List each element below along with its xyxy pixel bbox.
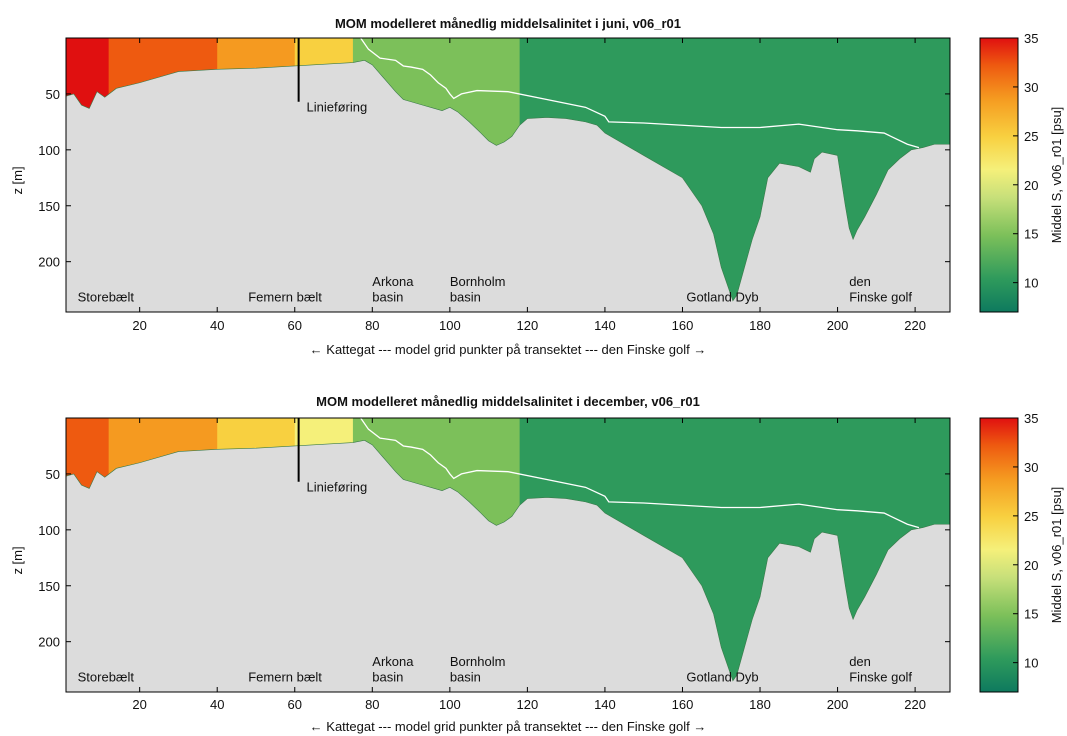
- panel-juni: 20 40 60 80 100 120 140 160 180 200 220 50 100 150 200…: [10, 16, 1064, 357]
- x-tick-label: 100: [439, 318, 461, 333]
- annotation-label: basin: [450, 289, 481, 304]
- colorbar: [979, 417, 1019, 693]
- y-tick-label: 200: [38, 635, 60, 650]
- annotation-label: basin: [372, 289, 403, 304]
- annotation-label: Finske golf: [849, 289, 912, 304]
- chart-title: MOM modelleret månedlig middelsalinitet …: [316, 394, 700, 409]
- x-tick-label: 100: [439, 697, 461, 712]
- seabed-outline: [65, 60, 950, 302]
- x-tick-label: 80: [365, 318, 379, 333]
- annotation-label: Bornholm: [450, 654, 506, 669]
- annotation-label: Femern bælt: [248, 289, 322, 304]
- annotation-label: Arkona: [372, 274, 414, 289]
- y-axis-label: z [m]: [10, 166, 25, 194]
- annotation-label: Finske golf: [849, 669, 912, 684]
- annotation-label: basin: [372, 669, 403, 684]
- y-tick-label: 100: [38, 523, 60, 538]
- x-tick-label: 40: [210, 697, 224, 712]
- colorbar-tick-label: 25: [1024, 509, 1038, 524]
- colorbar-label: Middel S, v06_r01 [psu]: [1049, 107, 1064, 244]
- x-tick-label: 80: [365, 697, 379, 712]
- halocline-line: [360, 417, 920, 529]
- annotation-label: Storebælt: [78, 289, 135, 304]
- colorbar-tick-label: 25: [1024, 129, 1038, 144]
- x-tick-label: 20: [132, 697, 146, 712]
- x-tick-label: 40: [210, 318, 224, 333]
- x-tick-label: 220: [904, 318, 926, 333]
- halocline-line: [360, 37, 920, 149]
- x-tick-label: 120: [517, 318, 539, 333]
- colorbar-tick-label: 10: [1024, 276, 1038, 291]
- x-tick-label: 60: [288, 318, 302, 333]
- panel-december: 20 40 60 80 100 120 140 160 180 200 220 50 100 150 200…: [10, 394, 1064, 734]
- y-tick-label: 150: [38, 199, 60, 214]
- annotation-label: den: [849, 654, 871, 669]
- colorbar-label: Middel S, v06_r01 [psu]: [1049, 487, 1064, 624]
- colorbar: [979, 37, 1019, 313]
- x-tick-label: 140: [594, 697, 616, 712]
- annotation-label: Gotland Dyb: [686, 669, 758, 684]
- annotation-label: Linieføring: [307, 479, 368, 494]
- plot-frame: [65, 37, 951, 313]
- y-tick-label: 100: [38, 143, 60, 158]
- x-tick-label: 20: [132, 318, 146, 333]
- annotation-label: Bornholm: [450, 274, 506, 289]
- colorbar-tick-label: 35: [1024, 411, 1038, 426]
- chart-title: MOM modelleret månedlig middelsalinitet …: [335, 16, 681, 31]
- colorbar-tick-label: 30: [1024, 460, 1038, 475]
- annotation-label: Gotland Dyb: [686, 289, 758, 304]
- x-tick-label: 200: [827, 318, 849, 333]
- annotation-label: Arkona: [372, 654, 414, 669]
- seabed-outline: [65, 440, 950, 682]
- plot-frame: [65, 417, 951, 693]
- x-axis-label: ← Kattegat --- model grid punkter på tra…: [310, 719, 707, 734]
- annotation-label: den: [849, 274, 871, 289]
- x-tick-label: 180: [749, 697, 771, 712]
- y-axis-label: z [m]: [10, 546, 25, 574]
- colorbar-tick-label: 10: [1024, 656, 1038, 671]
- colorbar-tick-label: 35: [1024, 31, 1038, 46]
- x-tick-label: 160: [672, 318, 694, 333]
- colorbar-tick-label: 30: [1024, 80, 1038, 95]
- annotation-label: Storebælt: [78, 669, 135, 684]
- colorbar-tick-label: 20: [1024, 178, 1038, 193]
- x-tick-label: 140: [594, 318, 616, 333]
- x-tick-label: 160: [672, 697, 694, 712]
- colorbar-tick-label: 15: [1024, 607, 1038, 622]
- annotation-label: Linieføring: [307, 99, 368, 114]
- y-tick-label: 50: [46, 467, 60, 482]
- x-tick-label: 60: [288, 697, 302, 712]
- y-tick-label: 200: [38, 255, 60, 270]
- colorbar-tick-label: 15: [1024, 227, 1038, 242]
- colorbar-tick-label: 20: [1024, 558, 1038, 573]
- x-tick-label: 200: [827, 697, 849, 712]
- annotation-label: Femern bælt: [248, 669, 322, 684]
- annotation-label: basin: [450, 669, 481, 684]
- x-tick-label: 120: [517, 697, 539, 712]
- x-tick-label: 180: [749, 318, 771, 333]
- x-axis-label: ← Kattegat --- model grid punkter på tra…: [310, 342, 707, 357]
- y-tick-label: 50: [46, 87, 60, 102]
- x-tick-label: 220: [904, 697, 926, 712]
- y-tick-label: 150: [38, 579, 60, 594]
